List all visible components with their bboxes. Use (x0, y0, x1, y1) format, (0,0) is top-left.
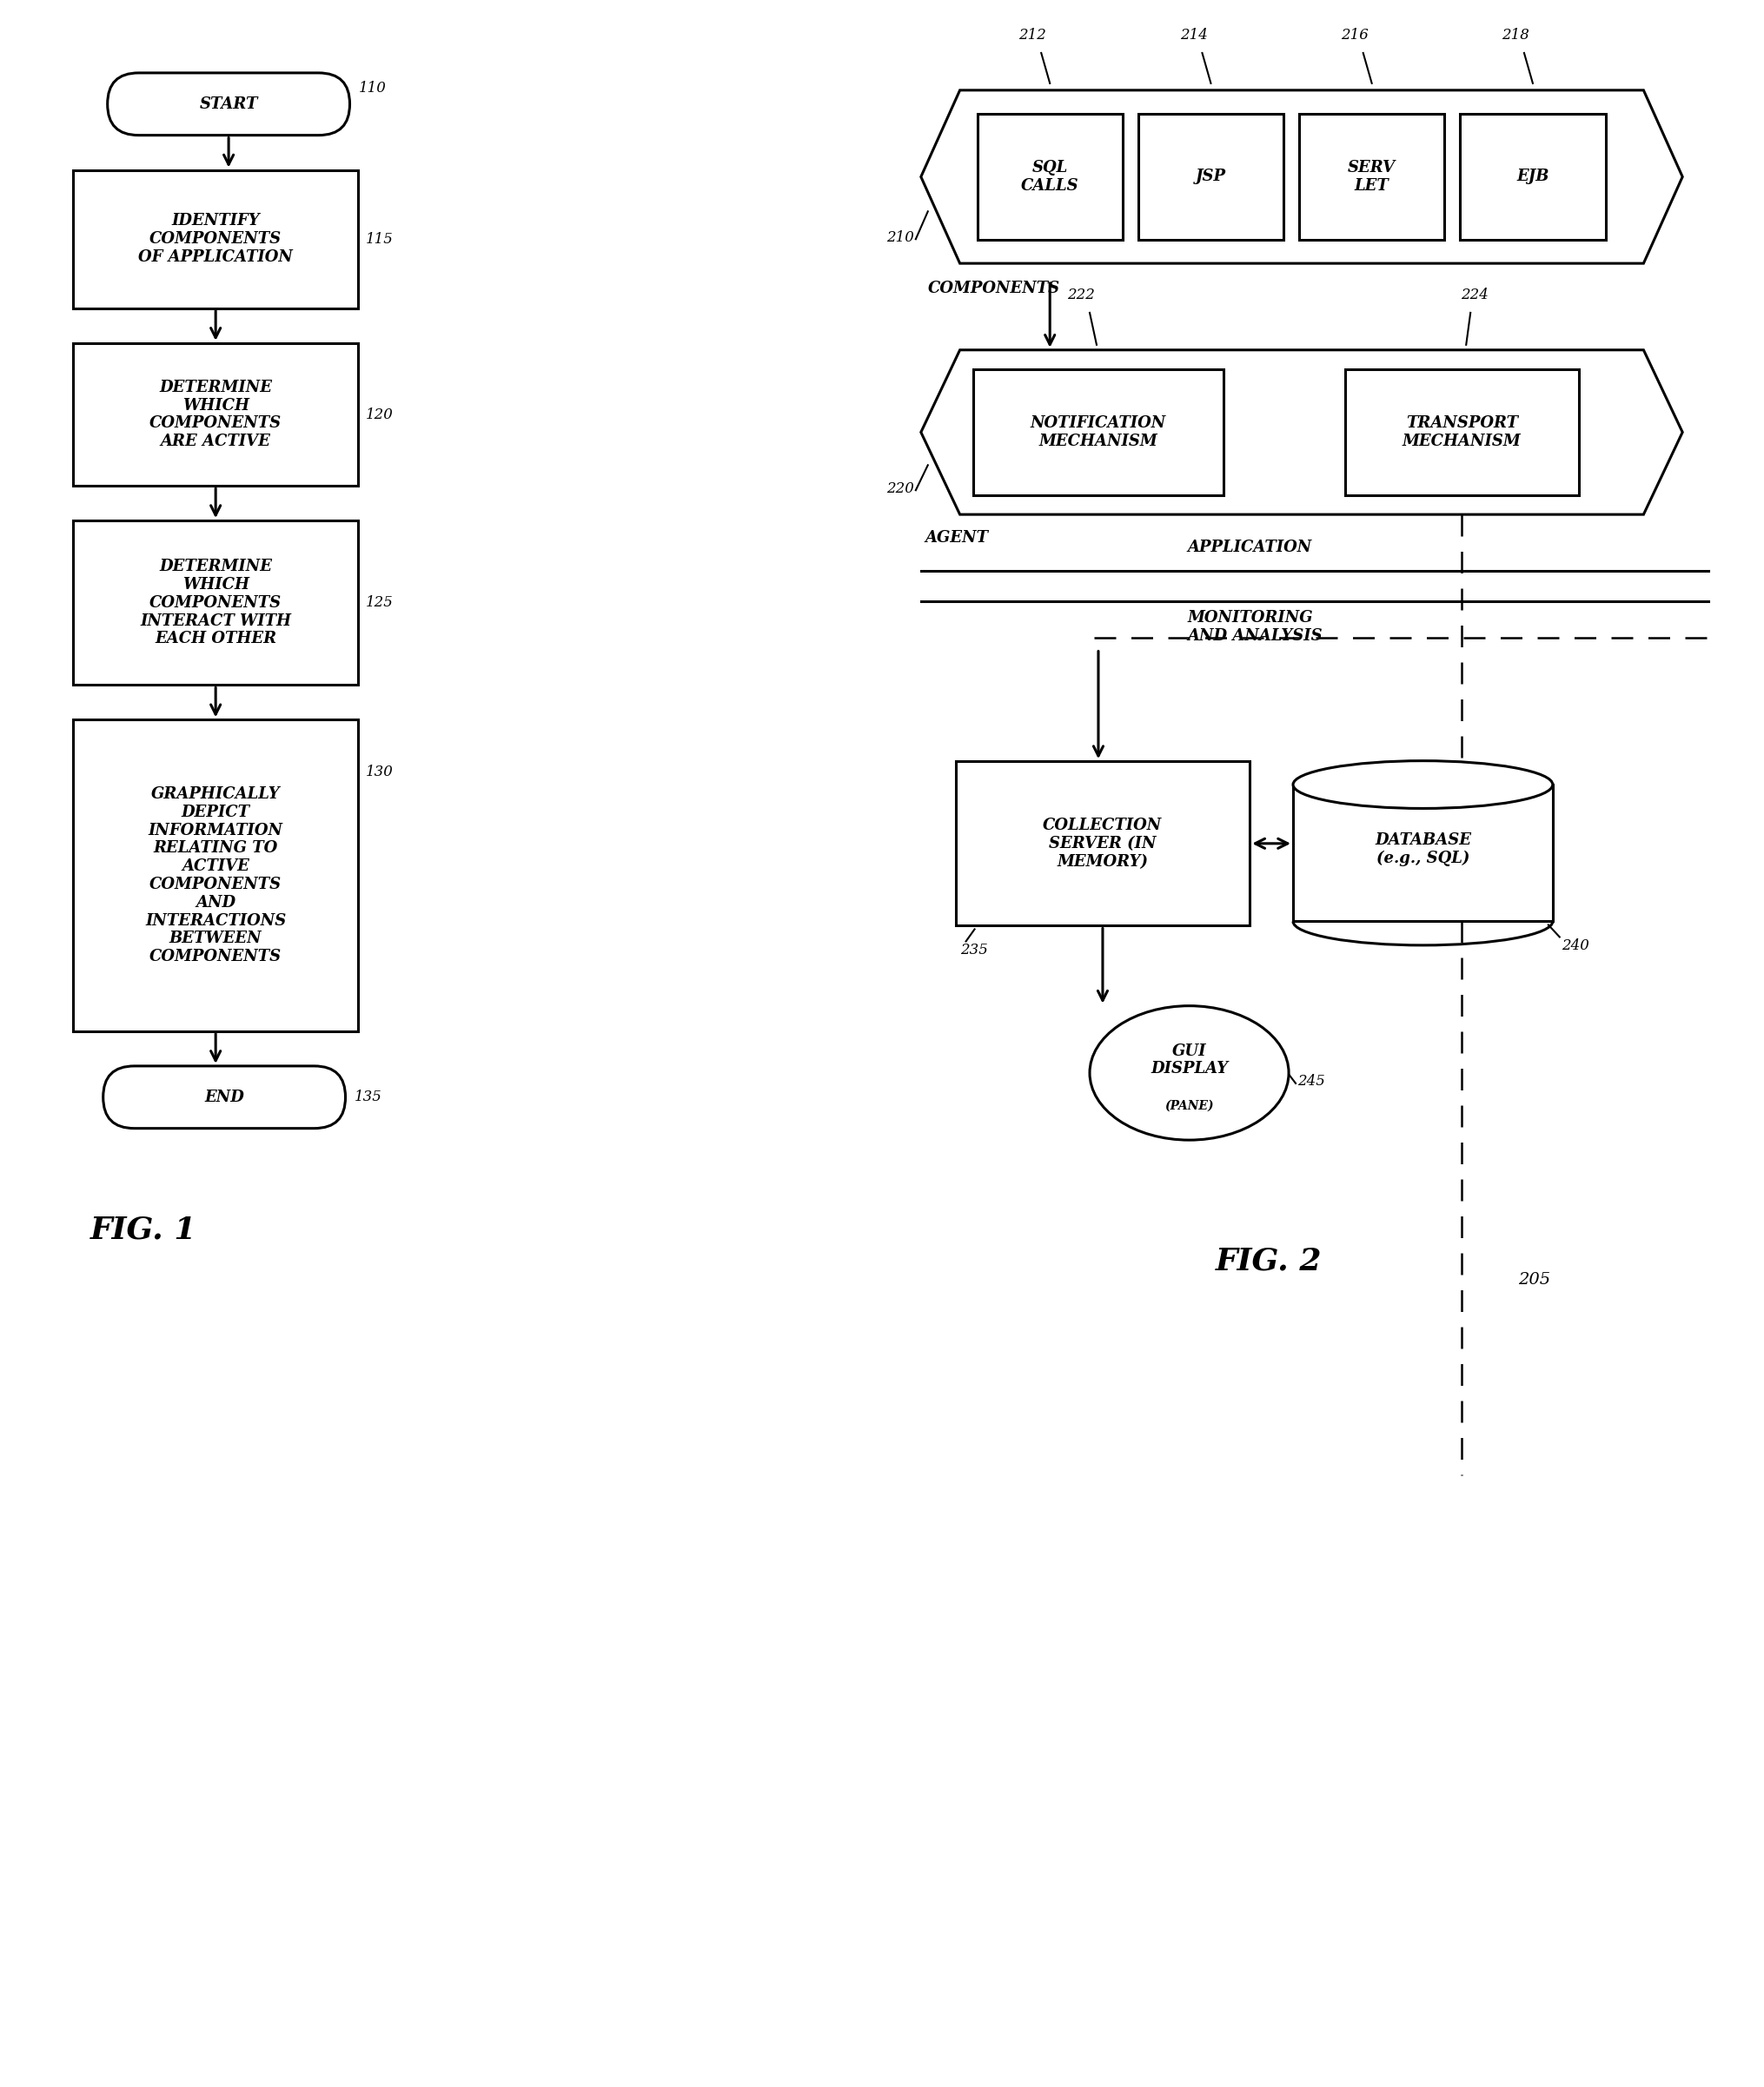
Text: (PANE): (PANE) (1164, 1100, 1214, 1112)
Text: 218: 218 (1501, 27, 1529, 42)
Text: 220: 220 (886, 482, 914, 497)
Bar (72, 342, 358, 486)
Text: 130: 130 (365, 764, 393, 778)
Polygon shape (921, 351, 1683, 515)
Text: IDENTIFY
COMPONENTS
OF APPLICATION: IDENTIFY COMPONENTS OF APPLICATION (138, 213, 293, 265)
Text: DETERMINE
WHICH
COMPONENTS
INTERACT WITH
EACH OTHER: DETERMINE WHICH COMPONENTS INTERACT WITH… (139, 559, 291, 647)
Text: DATABASE
(e.g., SQL): DATABASE (e.g., SQL) (1374, 833, 1471, 866)
Bar (977, 115, 1122, 240)
Bar (1344, 369, 1579, 495)
Text: 212: 212 (1020, 27, 1046, 42)
Bar (956, 762, 1251, 927)
Text: TRANSPORT
MECHANISM: TRANSPORT MECHANISM (1402, 415, 1521, 449)
Text: NOTIFICATION
MECHANISM: NOTIFICATION MECHANISM (1030, 415, 1166, 449)
Bar (72, 720, 358, 1031)
Text: 235: 235 (960, 943, 988, 958)
Text: 224: 224 (1461, 288, 1489, 303)
Text: APPLICATION: APPLICATION (1187, 541, 1312, 555)
Text: EJB: EJB (1517, 169, 1549, 184)
Bar (72, 169, 358, 309)
Bar (974, 369, 1224, 495)
FancyBboxPatch shape (102, 1066, 346, 1129)
Text: 222: 222 (1067, 288, 1095, 303)
Text: 210: 210 (886, 230, 914, 244)
Text: SERV
LET: SERV LET (1348, 161, 1395, 194)
Ellipse shape (1293, 762, 1552, 808)
Text: 216: 216 (1341, 27, 1369, 42)
Text: AGENT: AGENT (926, 530, 988, 545)
Text: 115: 115 (365, 232, 393, 246)
Text: END: END (205, 1089, 243, 1104)
Ellipse shape (1090, 1006, 1289, 1140)
Text: 245: 245 (1297, 1075, 1325, 1089)
Bar (72, 520, 358, 685)
Text: FIG. 1: FIG. 1 (90, 1215, 196, 1244)
Text: 240: 240 (1561, 939, 1589, 954)
Text: 120: 120 (365, 407, 393, 422)
Text: DETERMINE
WHICH
COMPONENTS
ARE ACTIVE: DETERMINE WHICH COMPONENTS ARE ACTIVE (150, 380, 282, 449)
Text: GUI
DISPLAY: GUI DISPLAY (1150, 1044, 1228, 1077)
Text: JSP: JSP (1196, 169, 1226, 184)
Text: 205: 205 (1519, 1273, 1551, 1288)
Bar (1298, 115, 1445, 240)
Text: 125: 125 (365, 595, 393, 609)
Text: COMPONENTS: COMPONENTS (928, 280, 1060, 296)
Text: SQL
CALLS: SQL CALLS (1021, 161, 1080, 194)
Bar (1461, 115, 1605, 240)
Text: 110: 110 (358, 81, 386, 96)
Bar (1293, 785, 1552, 922)
Text: START: START (199, 96, 258, 113)
FancyBboxPatch shape (108, 73, 349, 136)
Text: MONITORING
AND ANALYSIS: MONITORING AND ANALYSIS (1187, 609, 1323, 643)
Text: FIG. 2: FIG. 2 (1215, 1246, 1321, 1275)
Polygon shape (921, 90, 1683, 263)
Text: COLLECTION
SERVER (IN
MEMORY): COLLECTION SERVER (IN MEMORY) (1043, 818, 1162, 870)
Text: 135: 135 (355, 1089, 381, 1104)
Bar (1138, 115, 1284, 240)
Text: GRAPHICALLY
DEPICT
INFORMATION
RELATING TO
ACTIVE
COMPONENTS
AND
INTERACTIONS
BE: GRAPHICALLY DEPICT INFORMATION RELATING … (145, 787, 286, 964)
Text: 214: 214 (1180, 27, 1207, 42)
